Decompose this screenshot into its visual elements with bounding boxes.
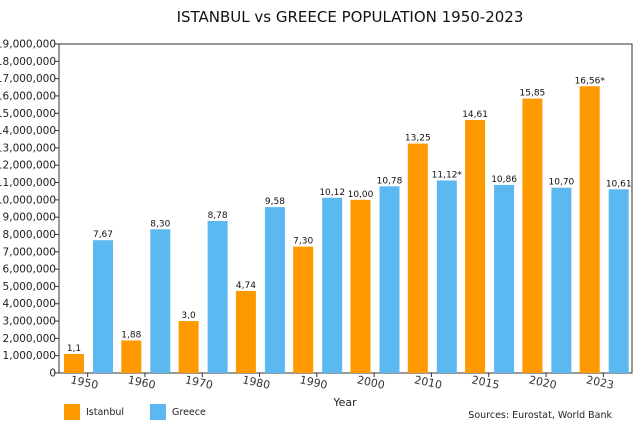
y-tick-label: 11,000,000 — [0, 177, 56, 189]
y-tick-label: 6,000,000 — [3, 264, 56, 276]
y-tick-label: 5,000,000 — [3, 281, 56, 293]
x-tick-label: 2023 — [585, 373, 615, 392]
bar-greece-1980 — [264, 207, 285, 373]
y-tick-label: 3,000,000 — [3, 316, 56, 328]
bar-value-label: 7,30 — [293, 237, 313, 247]
bar-greece-2020 — [551, 187, 572, 373]
bar-value-label: 15,85 — [520, 89, 546, 99]
bar-istanbul-1950 — [64, 353, 84, 373]
bar-value-label: 11,12* — [432, 170, 463, 180]
bar-value-label: 16,56* — [575, 76, 606, 86]
y-tick-label: 4,000,000 — [3, 298, 56, 310]
bar-value-label: 10,61 — [606, 179, 632, 189]
bar-istanbul-1980 — [235, 290, 256, 373]
bar-greece-1990 — [322, 197, 343, 373]
bar-value-label: 1,1 — [67, 344, 81, 354]
x-tick-label: 1970 — [184, 373, 214, 392]
bar-istanbul-2010 — [407, 143, 428, 373]
legend-item-istanbul: Istanbul — [64, 404, 124, 420]
plot-frame — [58, 43, 633, 374]
x-tick-label: 1950 — [69, 373, 99, 392]
bar-greece-2023 — [608, 189, 629, 373]
bar-value-label: 8,78 — [208, 211, 228, 221]
bar-istanbul-2020 — [522, 98, 543, 373]
y-tick-label: 18,000,000 — [0, 56, 56, 68]
y-tick-label: 7,000,000 — [3, 246, 56, 258]
bar-istanbul-2023 — [579, 86, 600, 374]
bar-istanbul-1960 — [121, 340, 142, 373]
bar-value-label: 10,00 — [348, 190, 374, 200]
x-tick-label: 2020 — [528, 373, 558, 392]
x-tick-label: 1960 — [127, 373, 157, 392]
y-tick-label: 9,000,000 — [3, 212, 56, 224]
x-axis-label: Year — [333, 396, 357, 409]
bar-greece-2015 — [494, 184, 515, 373]
bar-greece-1950 — [93, 240, 113, 373]
chart-title: ISTANBUL vs GREECE POPULATION 1950-2023 — [176, 8, 524, 26]
bar-value-label: 13,25 — [405, 134, 431, 144]
sources-note: Sources: Eurostat, World Bank — [468, 410, 612, 421]
bar-greece-2010 — [436, 180, 457, 373]
bar-istanbul-1990 — [293, 246, 314, 373]
y-tick-label: 19,000,000 — [0, 39, 56, 51]
y-tick-label: 17,000,000 — [0, 73, 56, 85]
bar-value-label: 9,58 — [265, 197, 285, 207]
y-tick-label: 12,000,000 — [0, 160, 56, 172]
legend-swatch-greece — [150, 404, 167, 420]
legend-item-greece: Greece — [150, 404, 206, 420]
bar-value-label: 1,88 — [121, 330, 141, 340]
bar-greece-2000 — [379, 186, 400, 373]
y-tick-label: 10,000,000 — [0, 194, 56, 206]
x-tick-label: 1980 — [241, 373, 271, 392]
bar-istanbul-1970 — [178, 321, 199, 373]
bar-greece-1960 — [150, 229, 171, 373]
y-tick-label: 13,000,000 — [0, 142, 56, 154]
bar-value-label: 14,61 — [462, 110, 488, 120]
bar-value-label: 10,12 — [319, 188, 345, 198]
bar-value-label: 10,70 — [549, 178, 575, 188]
y-tick-label: 1,000,000 — [3, 350, 56, 362]
legend-label-istanbul: Istanbul — [86, 406, 125, 418]
bar-istanbul-2000 — [350, 199, 371, 373]
legend-swatch-istanbul — [64, 404, 80, 420]
y-tick-label: 2,000,000 — [3, 333, 56, 345]
y-tick-label: 16,000,000 — [0, 90, 56, 102]
y-tick-label: 14,000,000 — [0, 125, 56, 137]
bar-value-label: 7,67 — [93, 230, 113, 240]
bar-value-label: 10,78 — [377, 176, 403, 186]
y-tick-label: 15,000,000 — [0, 108, 56, 120]
legend: Istanbul Greece — [64, 404, 232, 420]
x-tick-label: 1990 — [299, 373, 329, 392]
bar-value-label: 10,86 — [491, 175, 517, 185]
legend-label-greece: Greece — [172, 406, 206, 418]
y-tick-label: 0 — [49, 368, 56, 380]
bar-value-label: 3,0 — [181, 311, 196, 321]
x-tick-label: 2010 — [413, 373, 443, 392]
x-tick-label: 2015 — [470, 373, 500, 392]
bar-value-label: 4,74 — [236, 281, 256, 291]
y-tick-label: 8,000,000 — [3, 229, 56, 241]
x-tick-label: 2000 — [356, 373, 386, 392]
bar-value-label: 8,30 — [150, 219, 170, 229]
bar-greece-1970 — [207, 220, 228, 373]
bar-istanbul-2015 — [465, 120, 486, 373]
